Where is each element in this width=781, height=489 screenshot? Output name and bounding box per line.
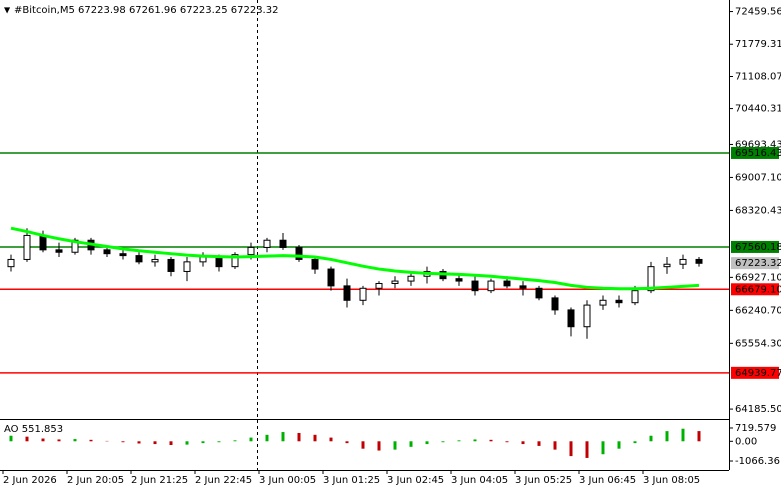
candle-body <box>391 280 399 284</box>
candle-body <box>663 263 671 268</box>
level-label: 64939.77 <box>735 368 781 379</box>
candle-body <box>215 256 223 268</box>
x-tick-label: 3 Jun 02:45 <box>387 475 444 486</box>
candle-body <box>199 256 207 263</box>
candle-body <box>471 280 479 292</box>
ao-value: 551.853 <box>22 424 63 435</box>
candle-body <box>359 287 367 301</box>
candle-body <box>535 287 543 299</box>
y-tick-label: 70440.31 <box>735 104 781 115</box>
candle-body <box>679 258 687 265</box>
candle-body <box>103 249 111 255</box>
x-tick-label: 3 Jun 05:25 <box>515 475 572 486</box>
y-tick-label: 69007.10 <box>735 172 781 183</box>
x-tick-label: 2 Jun 21:25 <box>131 475 188 486</box>
candle-body <box>247 246 255 256</box>
candle-body <box>519 285 527 289</box>
ao-name: AO <box>4 424 19 435</box>
x-tick-label: 2 Jun 22:45 <box>195 475 252 486</box>
candle-body <box>631 290 639 304</box>
y-tick-label: 71779.31 <box>735 39 781 50</box>
x-tick-label: 2 Jun 2026 <box>3 475 57 486</box>
candle-body <box>567 309 575 328</box>
x-tick-label: 3 Jun 04:05 <box>451 475 508 486</box>
candle-body <box>615 299 623 304</box>
y-tick-label: 68320.43 <box>735 205 781 216</box>
candle-body <box>487 280 495 292</box>
candle-body <box>647 266 655 292</box>
y-tick-label: 64185.50 <box>735 404 781 415</box>
candle-body <box>583 304 591 328</box>
candle-body <box>183 261 191 272</box>
current-price-tag <box>731 257 779 270</box>
level-tag <box>731 283 779 296</box>
candle-body <box>695 258 703 264</box>
high: 67261.96 <box>129 5 177 16</box>
candle-body <box>167 258 175 272</box>
y-tick-label: 65554.30 <box>735 338 781 349</box>
ao-header: AO 551.853 <box>4 424 63 435</box>
candle-body <box>151 258 159 263</box>
y-tick-label: 71108.07 <box>735 71 781 82</box>
candle-body <box>231 254 239 268</box>
candle-body <box>263 239 271 248</box>
y-tick-label: 72459.56 <box>735 7 781 18</box>
candle-body <box>551 297 559 311</box>
x-tick-label: 3 Jun 00:05 <box>259 475 316 486</box>
candle-body <box>39 234 47 251</box>
y-tick-label: 66240.70 <box>735 305 781 316</box>
candle-body <box>135 255 143 263</box>
candle-body <box>311 258 319 270</box>
y-tick-label: 66927.10 <box>735 272 781 283</box>
close: 67223.32 <box>231 5 279 16</box>
candle-body <box>455 278 463 282</box>
x-tick-label: 3 Jun 01:25 <box>323 475 380 486</box>
x-tick-label: 3 Jun 06:45 <box>579 475 636 486</box>
level-tag <box>731 240 779 253</box>
level-label: 66679.10 <box>735 284 781 295</box>
candle-body <box>407 275 415 282</box>
low: 67223.25 <box>180 5 228 16</box>
chart-header: #Bitcoin,M5 67223.98 67261.96 67223.25 6… <box>14 5 278 16</box>
candle-body <box>343 285 351 301</box>
candle-body <box>375 282 383 289</box>
candle-body <box>279 239 287 248</box>
candle-body <box>119 253 127 257</box>
candle-body <box>7 258 15 268</box>
open: 67223.98 <box>78 5 126 16</box>
ao-tick-label: 719.579 <box>735 423 776 434</box>
candle-body <box>295 246 303 260</box>
candle-body <box>503 280 511 287</box>
candle-body <box>327 268 335 287</box>
x-tick-label: 2 Jun 20:05 <box>67 475 124 486</box>
candle-body <box>599 299 607 306</box>
menu-arrow[interactable]: ▼ <box>4 6 11 15</box>
current-price-label: 67223.32 <box>735 258 781 269</box>
candle-body <box>23 234 31 260</box>
level-tag <box>731 146 779 159</box>
level-tag <box>731 366 779 379</box>
x-tick-label: 3 Jun 08:05 <box>643 475 700 486</box>
ao-tick-label: -1066.361 <box>735 456 781 467</box>
y-tick-label: 69693.43 <box>735 139 781 150</box>
symbol: #Bitcoin,M5 <box>14 5 75 16</box>
level-label: 67560.18 <box>735 242 781 253</box>
moving-average <box>10 226 700 291</box>
ao-tick-label: 0.00 <box>735 436 757 447</box>
level-label: 69516.43 <box>735 148 781 159</box>
candle-body <box>55 249 63 253</box>
